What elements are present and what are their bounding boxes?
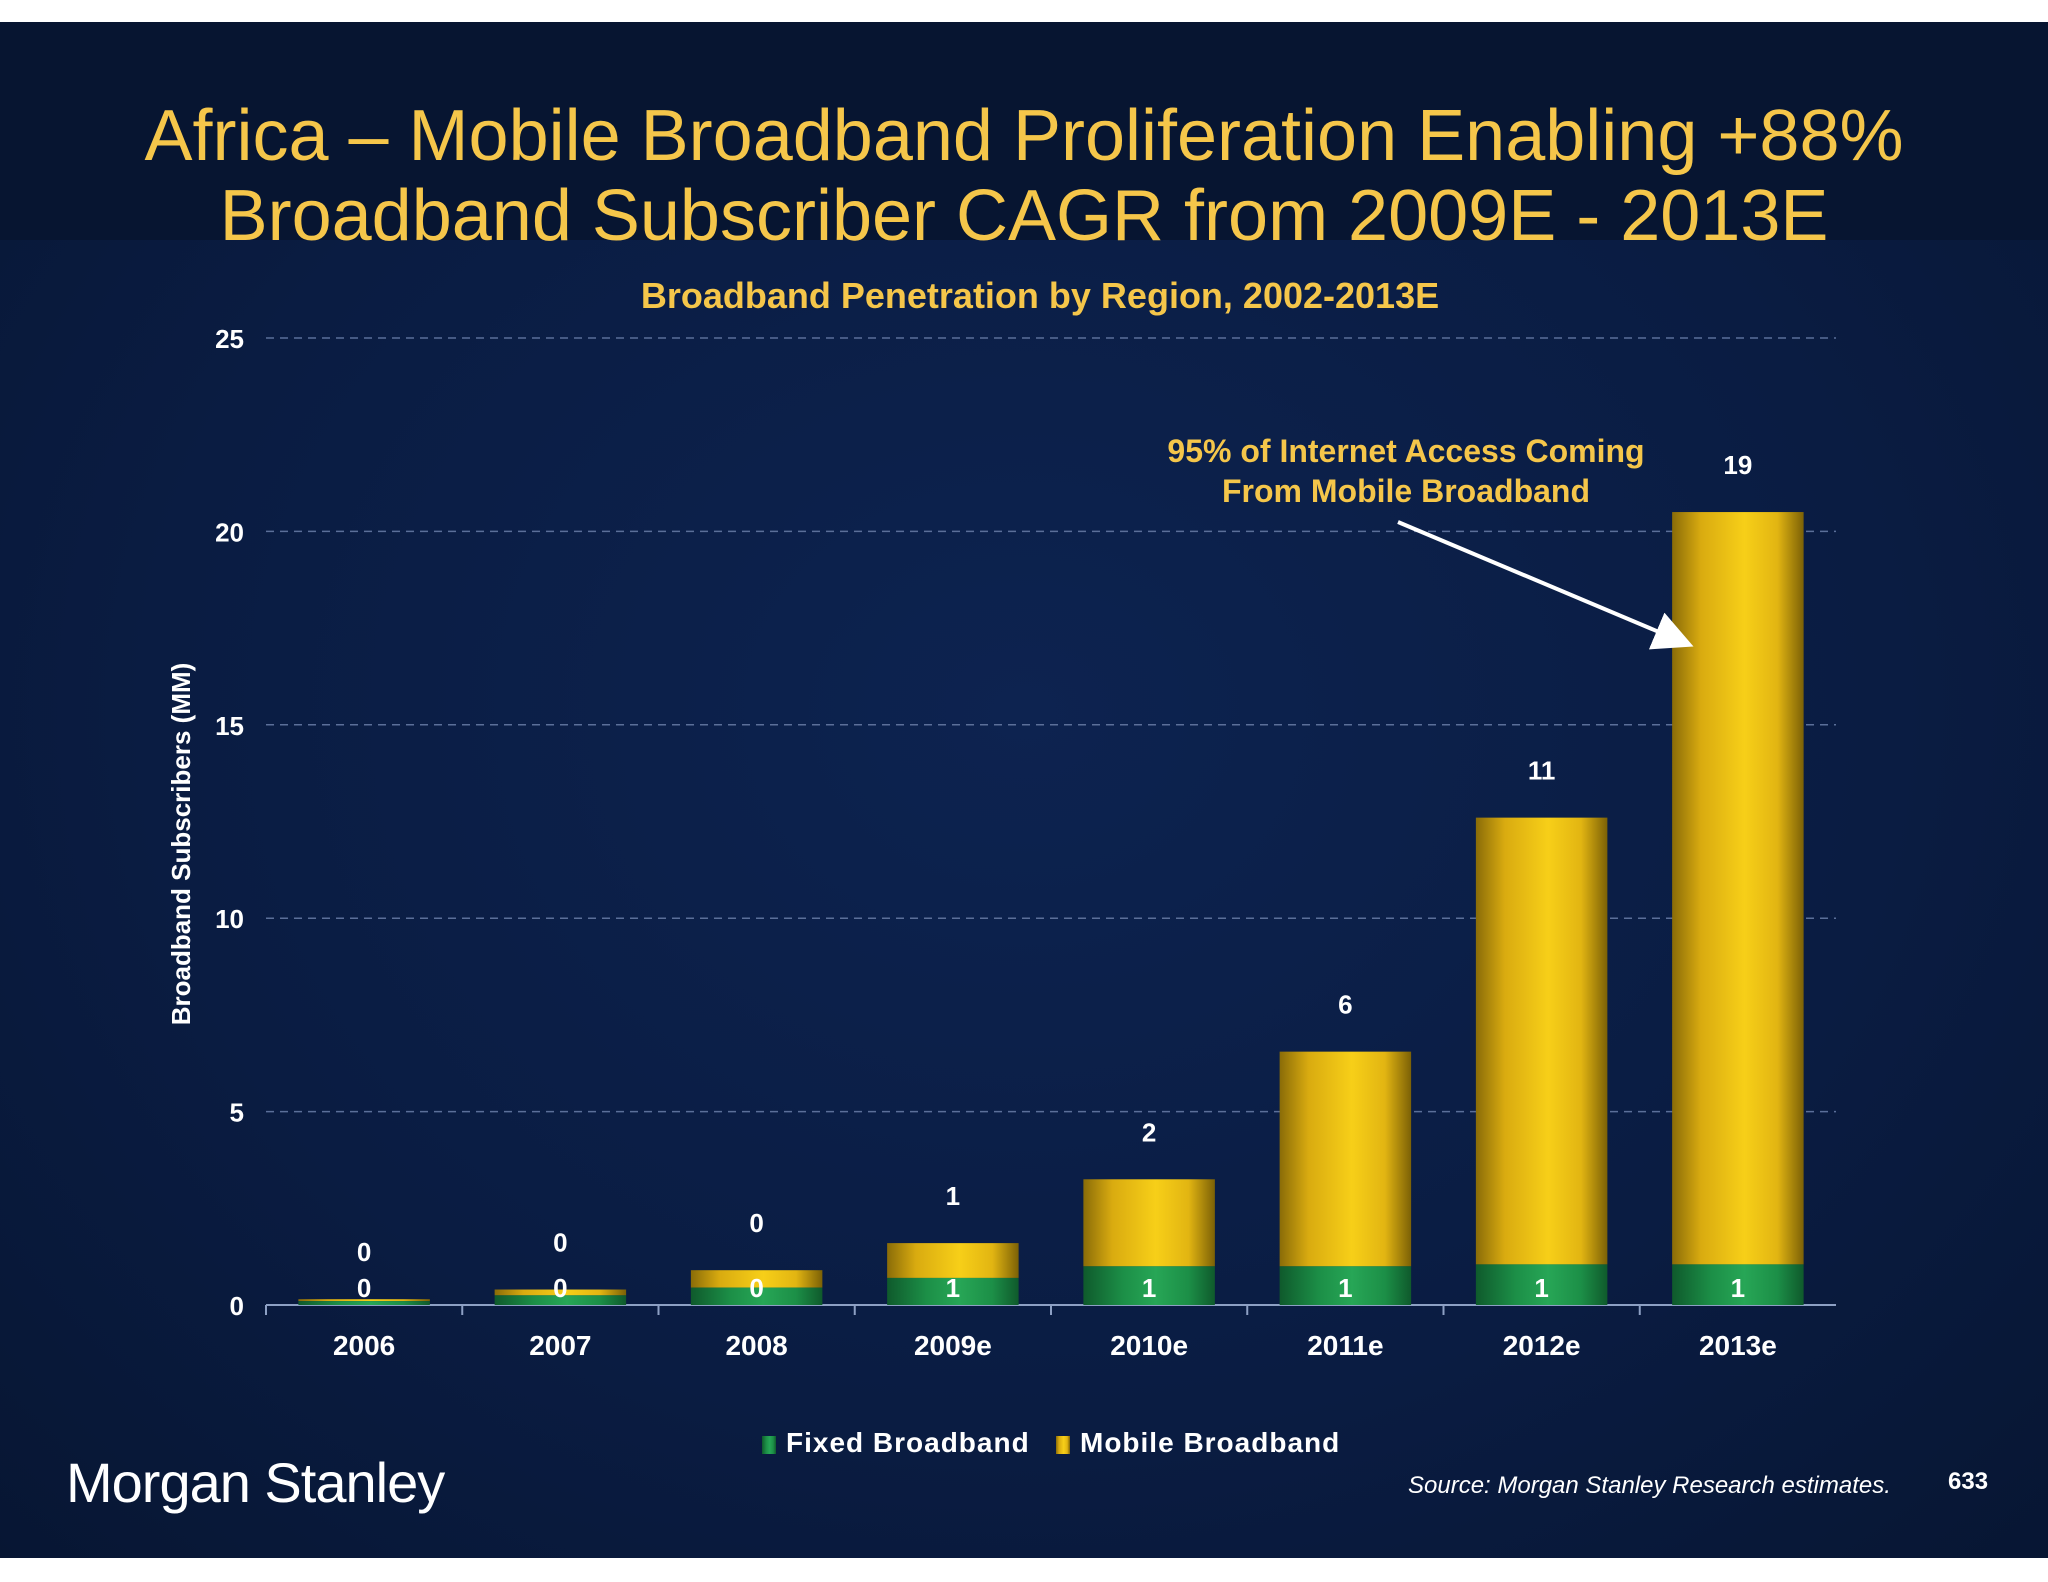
y-tick-label: 5	[230, 1098, 244, 1128]
y-tick-label: 15	[215, 711, 244, 741]
page-number: 633	[1948, 1468, 1989, 1495]
bar-mobile-2008	[690, 1270, 823, 1288]
y-tick-label: 25	[215, 324, 244, 354]
bar-mobile-2006	[298, 1299, 430, 1302]
bar-fixed-2012e	[1475, 1264, 1608, 1305]
chart: Broadband Penetration by Region, 2002-20…	[166, 275, 1836, 1458]
data-label-mobile: 6	[1338, 990, 1352, 1020]
chart-title: Broadband Penetration by Region, 2002-20…	[641, 275, 1439, 316]
data-label-fixed: 1	[1142, 1273, 1156, 1303]
bar-mobile-2009e	[887, 1243, 1019, 1278]
annotation-line-1: 95% of Internet Access Coming	[1167, 433, 1644, 469]
data-label-mobile: 2	[1142, 1117, 1156, 1147]
slide: Africa – Mobile Broadband Proliferation …	[0, 22, 2048, 1558]
legend-label-mobile: Mobile Broadband	[1080, 1427, 1340, 1458]
data-label-mobile: 19	[1723, 450, 1752, 480]
bar-mobile-2007	[494, 1289, 627, 1296]
data-label-fixed: 1	[1338, 1273, 1352, 1303]
legend-swatch-mobile	[1056, 1436, 1070, 1454]
slide-title-line-2: Broadband Subscriber CAGR from 2009E - 2…	[219, 176, 1829, 257]
x-tick-label: 2008	[725, 1330, 787, 1361]
data-label-mobile: 0	[553, 1228, 567, 1258]
slide-title-line-1: Africa – Mobile Broadband Proliferation …	[144, 96, 1904, 177]
annotation-arrow	[1397, 520, 1694, 650]
data-label-mobile: 11	[1528, 756, 1556, 786]
header-band: Africa – Mobile Broadband Proliferation …	[0, 22, 2048, 256]
bar-fixed-2007	[494, 1295, 627, 1305]
data-label-fixed: 1	[1731, 1273, 1745, 1303]
annotation-line-2: From Mobile Broadband	[1222, 473, 1590, 509]
y-tick-label: 10	[215, 904, 244, 934]
morgan-stanley-logo: Morgan Stanley	[66, 1451, 445, 1514]
x-tick-label: 2013e	[1699, 1330, 1777, 1361]
bar-mobile-2010e	[1083, 1179, 1215, 1267]
y-tick-label: 20	[215, 517, 244, 547]
data-label-mobile: 0	[749, 1208, 763, 1238]
x-tick-label: 2011e	[1307, 1330, 1383, 1361]
data-label-fixed: 0	[553, 1273, 567, 1303]
x-tick-label: 2006	[333, 1330, 395, 1361]
bar-fixed-2013e	[1672, 1264, 1804, 1305]
x-tick-label: 2007	[529, 1330, 591, 1361]
legend-swatch-fixed	[762, 1436, 776, 1454]
data-label-fixed: 0	[749, 1273, 763, 1303]
bar-fixed-2011e	[1279, 1266, 1412, 1305]
source-note: Source: Morgan Stanley Research estimate…	[1408, 1472, 1891, 1499]
bar-fixed-2010e	[1083, 1266, 1215, 1305]
data-label-fixed: 1	[1534, 1273, 1548, 1303]
data-label-fixed: 1	[946, 1273, 960, 1303]
slide-title: Africa – Mobile Broadband Proliferation …	[0, 96, 2048, 256]
x-tick-label: 2010e	[1110, 1330, 1188, 1361]
bar-mobile-2012e	[1475, 817, 1608, 1265]
bar-mobile-2013e	[1672, 512, 1804, 1265]
x-tick-label: 2009e	[914, 1330, 992, 1361]
data-label-mobile: 0	[357, 1237, 371, 1267]
y-axis-label: Broadband Subscribers (MM)	[166, 663, 196, 1026]
legend-label-fixed: Fixed Broadband	[786, 1427, 1030, 1458]
bar-mobile-2011e	[1279, 1051, 1412, 1267]
x-tick-label: 2012e	[1503, 1330, 1581, 1361]
bar-fixed-2009e	[887, 1277, 1019, 1305]
bar-fixed-2006	[298, 1301, 430, 1305]
bar-fixed-2008	[690, 1287, 823, 1305]
data-label-mobile: 1	[946, 1181, 960, 1211]
y-tick-label: 0	[230, 1291, 244, 1321]
data-label-fixed: 0	[357, 1273, 371, 1303]
